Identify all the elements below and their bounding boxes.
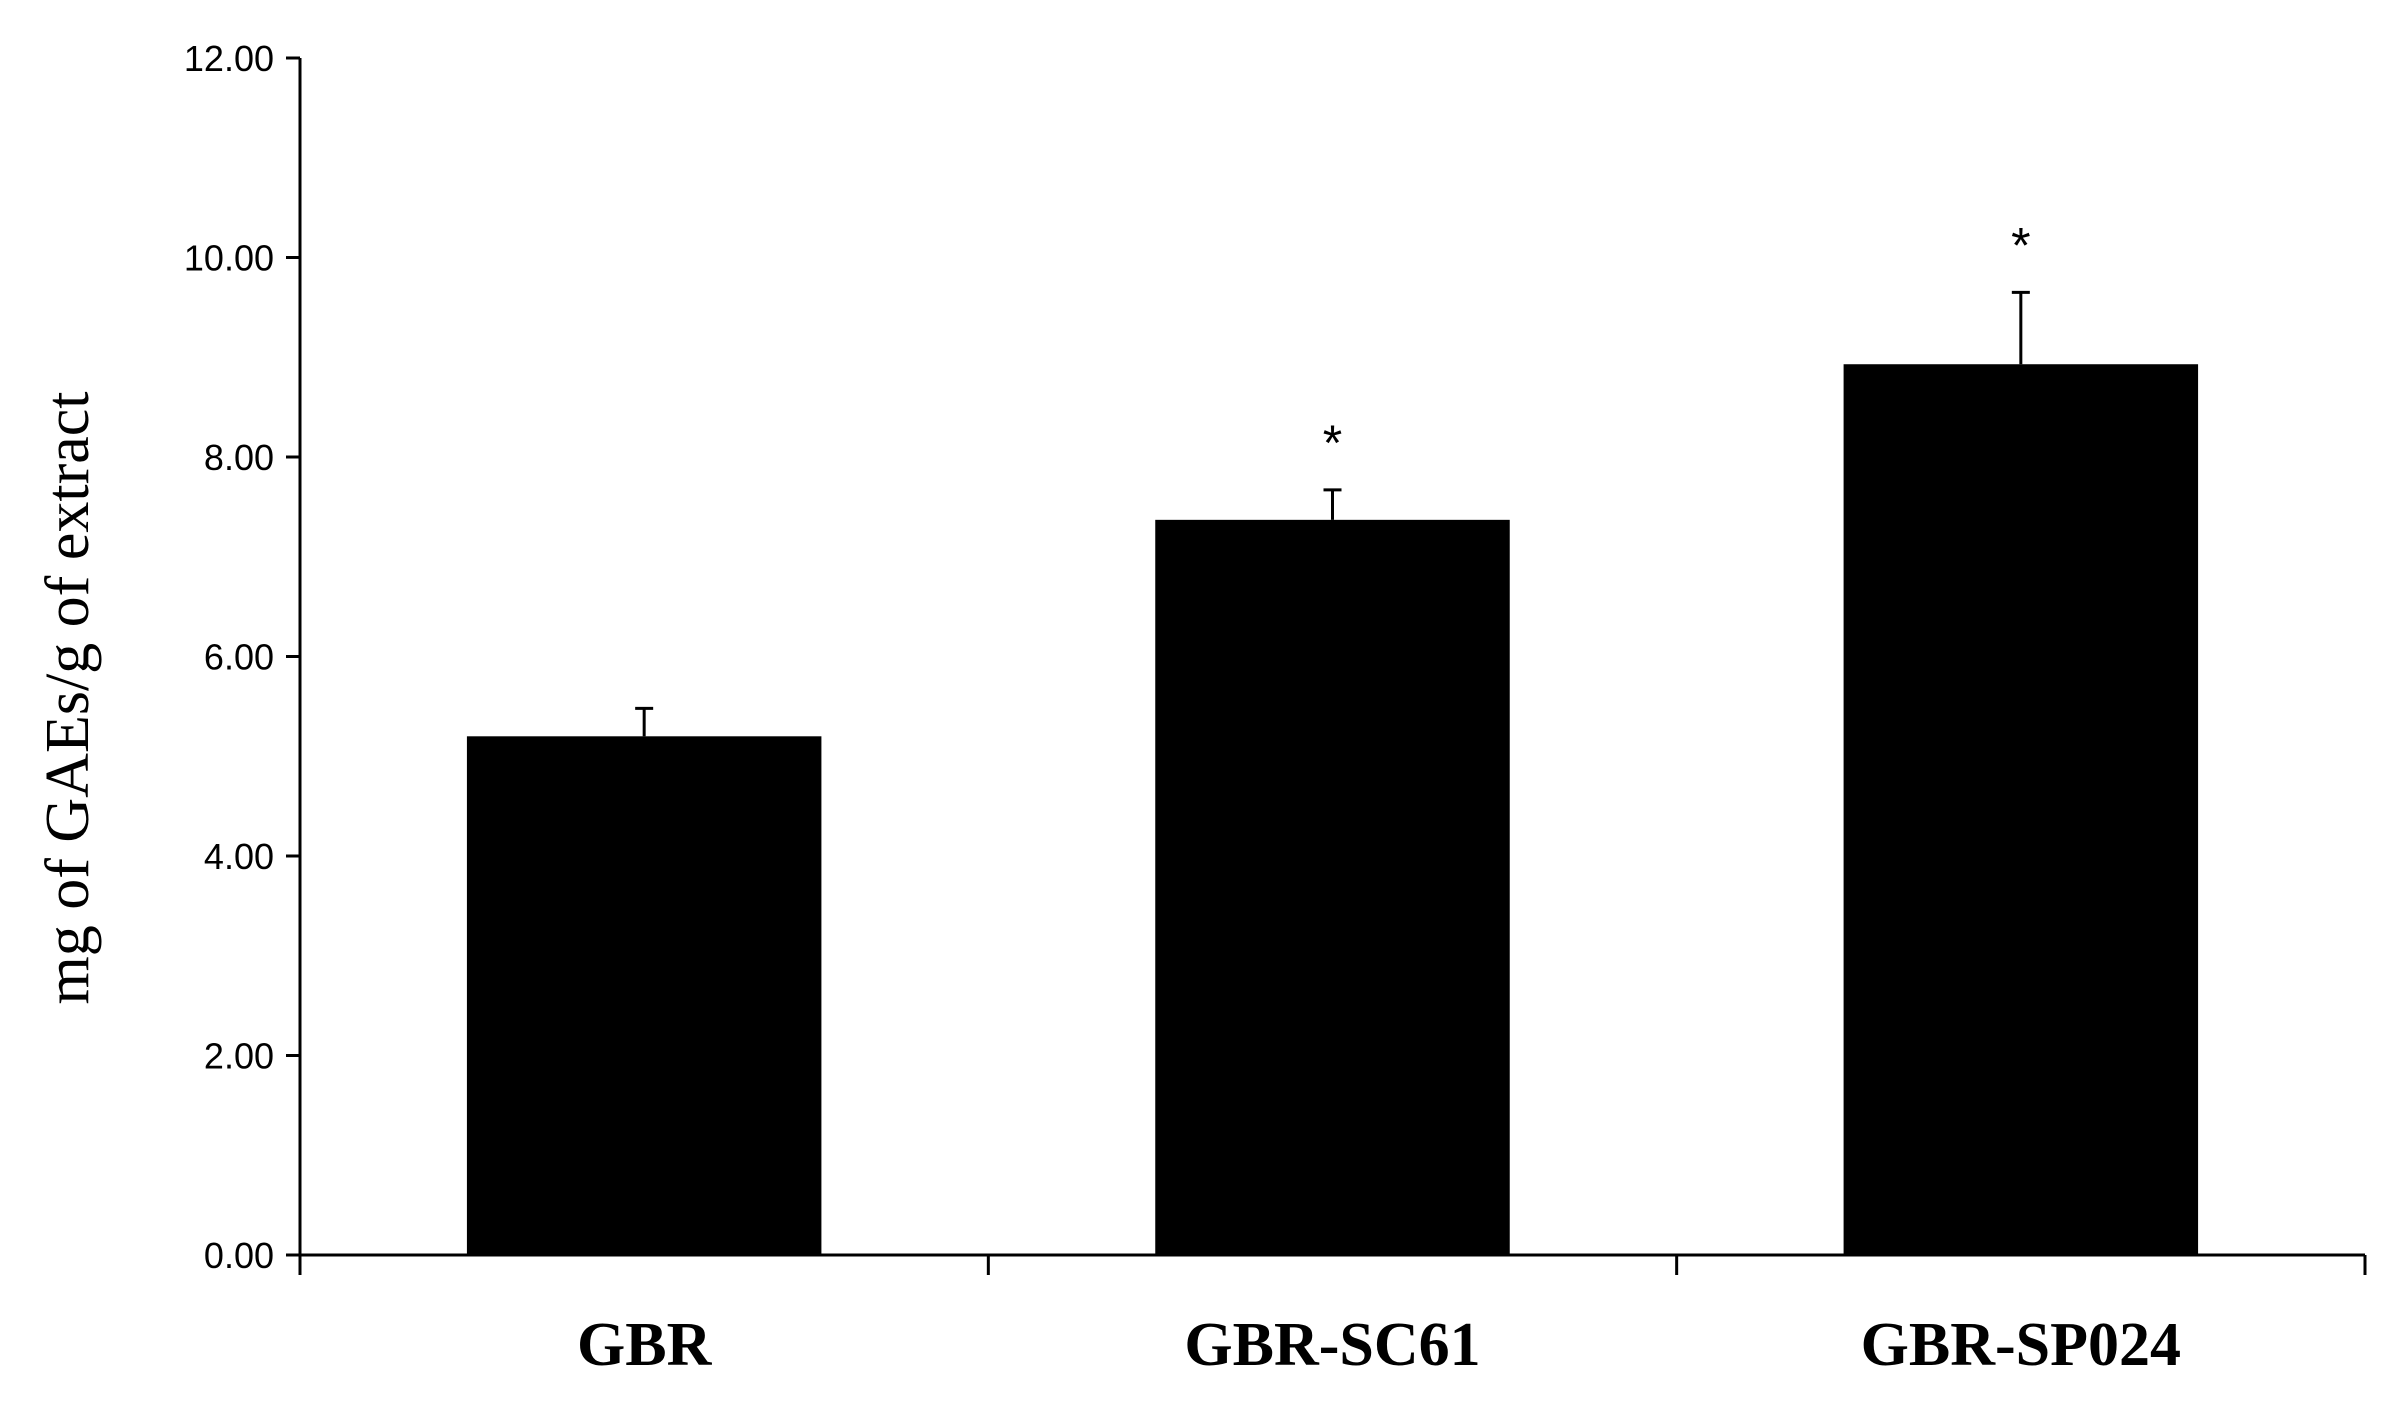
bar bbox=[1155, 519, 1510, 1255]
x-category-label: GBR-SC61 bbox=[1184, 1311, 1480, 1379]
y-tick-label: 2.00 bbox=[204, 1036, 274, 1077]
y-tick-label: 6.00 bbox=[204, 637, 274, 678]
y-tick-label: 10.00 bbox=[184, 238, 274, 279]
y-tick-label: 0.00 bbox=[204, 1235, 274, 1276]
y-axis: 0.00 2.00 4.00 6.00 8.00 10.00 12.00 bbox=[184, 38, 302, 1276]
bars: ** bbox=[466, 217, 2199, 1255]
y-axis-title: mg of GAEs/g of extract bbox=[34, 392, 102, 1005]
bar bbox=[1843, 364, 2199, 1255]
y-tick-label: 4.00 bbox=[204, 836, 274, 877]
significance-marker: * bbox=[1323, 415, 1342, 471]
x-category-label: GBR-SP024 bbox=[1861, 1311, 2181, 1379]
significance-marker: * bbox=[2011, 217, 2030, 273]
x-axis: GBR GBR-SC61 GBR-SP024 bbox=[298, 1253, 2367, 1379]
y-tick-label: 8.00 bbox=[204, 437, 274, 478]
bar bbox=[466, 736, 822, 1255]
y-tick-label: 12.00 bbox=[184, 38, 274, 79]
x-category-label: GBR bbox=[577, 1311, 713, 1379]
